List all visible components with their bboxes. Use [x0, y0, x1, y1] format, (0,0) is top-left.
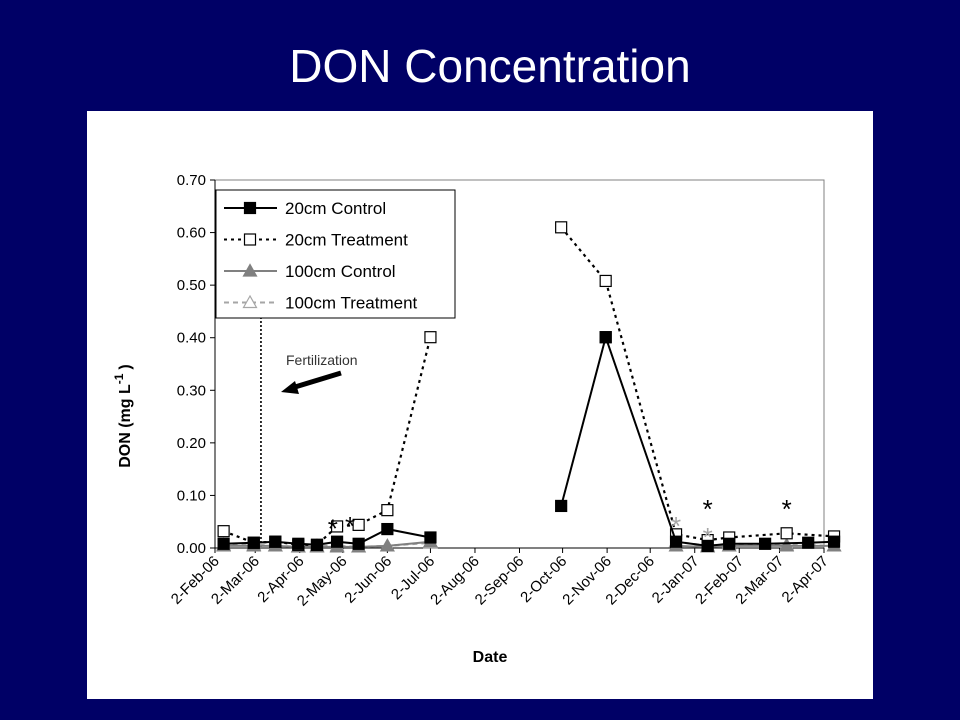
data-point-20cm-control — [292, 537, 305, 550]
significance-star: * — [782, 494, 792, 524]
significance-star: * — [345, 511, 355, 541]
data-point-20cm-treatment — [381, 504, 394, 517]
data-point-20cm-treatment — [424, 331, 437, 344]
data-point-20cm-control — [599, 331, 612, 344]
y-tick-label: 0.50 — [177, 277, 206, 294]
x-tick-label: 2-Apr-07 — [779, 553, 832, 606]
data-point-20cm-control — [247, 536, 260, 549]
x-tick-label: 2-Sep-06 — [472, 553, 528, 609]
slide-title: DON Concentration — [289, 40, 691, 92]
legend-label-100cm-control: 100cm Control — [285, 262, 396, 281]
legend-label-20cm-treatment: 20cm Treatment — [285, 231, 408, 250]
y-tick-label: 0.60 — [177, 225, 206, 242]
legend-marker-100cm-control — [242, 263, 258, 277]
series-group — [216, 221, 842, 553]
data-point-20cm-control — [269, 535, 282, 548]
legend-label-100cm-treatment: 100cm Treatment — [285, 294, 418, 313]
significance-star: * — [703, 522, 713, 552]
y-axis: 0.00 0.10 0.20 0.30 0.40 0.50 0.60 0.70 — [177, 172, 215, 557]
data-point-20cm-control — [723, 537, 736, 550]
significance-star: * — [328, 513, 338, 543]
y-tick-label: 0.20 — [177, 435, 206, 452]
data-point-20cm-control — [330, 535, 344, 548]
x-axis: 2-Feb-062-Mar-062-Apr-062-May-062-Jun-06… — [168, 548, 832, 610]
fertilization-label: Fertilization — [286, 352, 358, 368]
fertilization-arrow-shaft — [294, 370, 342, 390]
significance-star: * — [703, 494, 713, 524]
x-tick-label: 2-Jun-06 — [341, 553, 395, 607]
significance-marks: * * **** — [328, 494, 792, 552]
data-point-100cm-control — [379, 538, 395, 552]
data-point-20cm-control — [381, 522, 394, 536]
fertilization-annotation: Fertilization — [260, 297, 358, 548]
series-line-20cm-control — [604, 336, 835, 547]
y-tick-label: 0.00 — [177, 540, 206, 557]
legend: 20cm Control 20cm Treatment 100cm Control 1… — [215, 189, 456, 319]
data-point-20cm-treatment — [599, 274, 612, 288]
data-point-20cm-control — [827, 535, 841, 548]
data-point-20cm-control — [802, 536, 815, 549]
data-point-20cm-control — [217, 537, 230, 550]
y-axis-title-close: ) — [117, 364, 134, 369]
y-tick-label: 0.10 — [177, 487, 206, 504]
y-axis-title: DON (mg L-1) — [112, 364, 134, 468]
data-point-20cm-control — [352, 537, 365, 550]
legend-marker-20cm-control — [243, 201, 257, 215]
y-tick-label: 0.30 — [177, 382, 206, 399]
data-point-20cm-treatment — [217, 525, 230, 538]
chart-panel: 0.00 0.10 0.20 0.30 0.40 0.50 0.60 0.70 2-Feb-0… — [87, 111, 873, 699]
data-point-20cm-control — [310, 538, 324, 551]
y-axis-title-text: DON (mg L — [117, 384, 134, 468]
data-point-20cm-treatment — [555, 221, 568, 234]
legend-label-20cm-control: 20cm Control — [285, 199, 386, 218]
series-line-20cm-treatment — [560, 226, 835, 542]
x-axis-title: Date — [473, 649, 508, 666]
data-point-20cm-treatment — [330, 520, 344, 533]
data-point-100cm-control — [779, 538, 795, 552]
series-line-20cm-control — [560, 336, 607, 507]
data-point-20cm-control — [701, 539, 714, 552]
data-point-20cm-treatment — [780, 527, 793, 540]
significance-star: * — [671, 511, 681, 541]
data-point-20cm-control — [759, 537, 772, 550]
data-point-20cm-control — [669, 535, 683, 548]
series-20cm-control — [217, 331, 841, 552]
legend-marker-100cm-treatment — [242, 294, 258, 309]
data-point-20cm-control — [555, 499, 568, 513]
y-tick-label: 0.70 — [177, 172, 206, 189]
fertilization-arrow-head — [281, 381, 299, 394]
y-axis-title-sup: -1 — [112, 373, 126, 384]
legend-marker-20cm-treatment — [243, 233, 257, 246]
y-tick-label: 0.40 — [177, 330, 206, 347]
data-point-20cm-control — [424, 531, 437, 544]
don-line-chart: 0.00 0.10 0.20 0.30 0.40 0.50 0.60 0.70 2-Feb-0… — [112, 172, 842, 666]
data-point-20cm-treatment — [352, 518, 365, 531]
